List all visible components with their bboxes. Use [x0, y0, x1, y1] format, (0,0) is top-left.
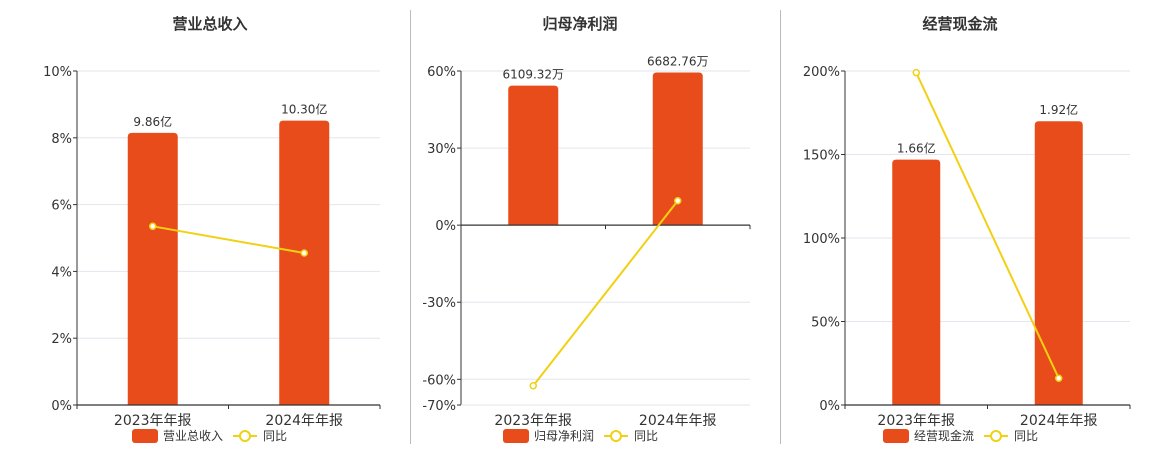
chart3-bar-label: 1.92亿 [1039, 102, 1078, 117]
chart2-ytick-label: 0% [435, 219, 456, 234]
panel-divider-2 [780, 10, 781, 444]
chart1-yoy-point [149, 222, 157, 231]
chart1-ytick-label: 4% [51, 265, 72, 280]
chart1-ytick-label: 6% [51, 199, 72, 214]
chart3-category-label: 2024年年报 [1020, 413, 1098, 429]
chart1-bar-label: 9.86亿 [133, 114, 172, 129]
chart1-ytick-label: 8% [51, 132, 72, 147]
chart2-legend-bar-label: 归母净利润 [534, 429, 594, 443]
chart1-yoy-point [300, 249, 308, 257]
chart2-yoy-point [674, 196, 682, 205]
chart1-bar [279, 120, 330, 406]
chart2-ytick-label: 60% [427, 65, 456, 80]
chart2-ytick-label: -30% [422, 296, 456, 311]
chart3-bar [892, 159, 941, 405]
chart3-legend-bar-swatch [883, 429, 909, 443]
chart1-ytick-label: 10% [43, 65, 72, 80]
chart2-ytick-label: 30% [427, 142, 456, 157]
chart2-ytick-label: -60% [422, 373, 456, 388]
chart2-legend-line-marker [610, 430, 622, 442]
chart1-ytick-label: 0% [51, 399, 72, 414]
chart2-ytick-label: -70% [422, 399, 456, 414]
chart3-yoy-point [1055, 374, 1063, 383]
chart3-yoy-point [912, 68, 920, 77]
chart2-category-label: 2024年年报 [639, 413, 717, 429]
chart1-bar-label: 10.30亿 [281, 102, 327, 117]
chart1-legend-line-label: 同比 [263, 429, 287, 443]
chart2-bar [508, 85, 559, 226]
chart1-category-label: 2023年年报 [114, 413, 192, 429]
chart2-yoy-line [532, 200, 679, 387]
chart2-legend-line-label: 同比 [634, 429, 658, 443]
chart3-yoy-line [915, 72, 1060, 379]
chart2-bar-label: 6682.76万 [647, 55, 709, 69]
chart1-title: 营业总收入 [172, 15, 247, 33]
chart2-category-label: 2023年年报 [494, 413, 572, 429]
chart3-bar-label: 1.66亿 [897, 141, 936, 156]
chart3-category-label: 2023年年报 [877, 413, 955, 429]
chart3-bar [1034, 121, 1083, 405]
chart3-ytick-label: 0% [819, 399, 840, 414]
chart1-ytick-label: 2% [51, 332, 72, 347]
chart3-legend-line-marker [990, 430, 1002, 442]
chart1-legend-bar-label: 营业总收入 [163, 429, 223, 443]
chart2-bar [652, 72, 703, 226]
chart3-legend-bar-label: 经营现金流 [914, 428, 974, 443]
chart3-ytick-label: 150% [803, 149, 840, 164]
chart3-ytick-label: 200% [803, 65, 840, 80]
chart1-bar [127, 132, 178, 405]
chart2-bar-label: 6109.32万 [502, 68, 564, 82]
chart3-ytick-label: 100% [803, 232, 840, 247]
chart3-legend-line-label: 同比 [1014, 429, 1038, 443]
panel-divider-1 [410, 10, 411, 444]
chart1-legend-bar-swatch [132, 429, 158, 443]
chart2-legend-bar-swatch [503, 429, 529, 443]
chart1-category-label: 2024年年报 [265, 413, 343, 429]
chart3-title: 经营现金流 [922, 15, 997, 33]
chart3-ytick-label: 50% [811, 316, 840, 331]
chart2-yoy-point [529, 381, 537, 390]
chart1-yoy-line [152, 225, 305, 255]
chart2-title: 归母净利润 [542, 15, 617, 33]
chart1-legend-line-marker [239, 430, 251, 442]
